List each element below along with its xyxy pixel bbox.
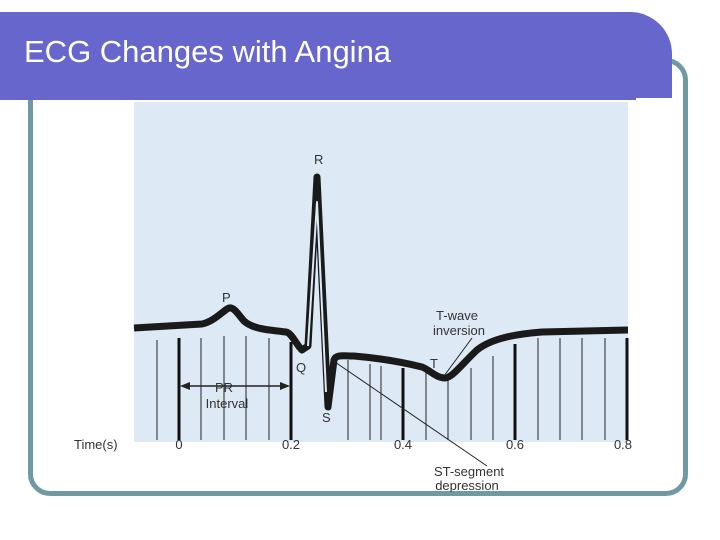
label-s: S xyxy=(322,410,331,425)
label-r: R xyxy=(314,152,323,167)
label-p: P xyxy=(222,290,231,305)
title-underline-2 xyxy=(0,98,636,100)
axis-tick-0: 0 xyxy=(175,437,182,452)
label-pr-line1: PR xyxy=(215,380,233,395)
axis-tick-0-6: 0.6 xyxy=(506,437,524,452)
title-bar xyxy=(0,12,672,98)
label-st-line2: depression xyxy=(435,478,499,492)
label-pr-line2: Interval xyxy=(206,396,249,411)
time-grid-major xyxy=(177,338,629,440)
label-twave-line1: T-wave xyxy=(436,308,478,323)
axis-label: Time(s) xyxy=(74,437,118,452)
pr-interval-arrow xyxy=(180,382,290,390)
label-q: Q xyxy=(296,360,306,375)
time-grid xyxy=(156,336,606,440)
annotation-lines xyxy=(331,337,488,467)
axis-tick-0-2: 0.2 xyxy=(282,437,300,452)
ecg-diagram: R P Q S T T-wave inversion PR Interval T… xyxy=(74,102,632,492)
label-st-line1: ST-segment xyxy=(434,464,504,479)
axis-tick-0-4: 0.4 xyxy=(394,437,412,452)
ecg-trace xyxy=(133,173,629,411)
title-underline xyxy=(0,92,636,95)
label-twave-line2: inversion xyxy=(433,323,485,338)
ecg-trace-highlight xyxy=(307,201,327,393)
label-t: T xyxy=(430,356,438,371)
slide-title: ECG Changes with Angina xyxy=(24,34,392,69)
axis-tick-0-8: 0.8 xyxy=(614,437,632,452)
